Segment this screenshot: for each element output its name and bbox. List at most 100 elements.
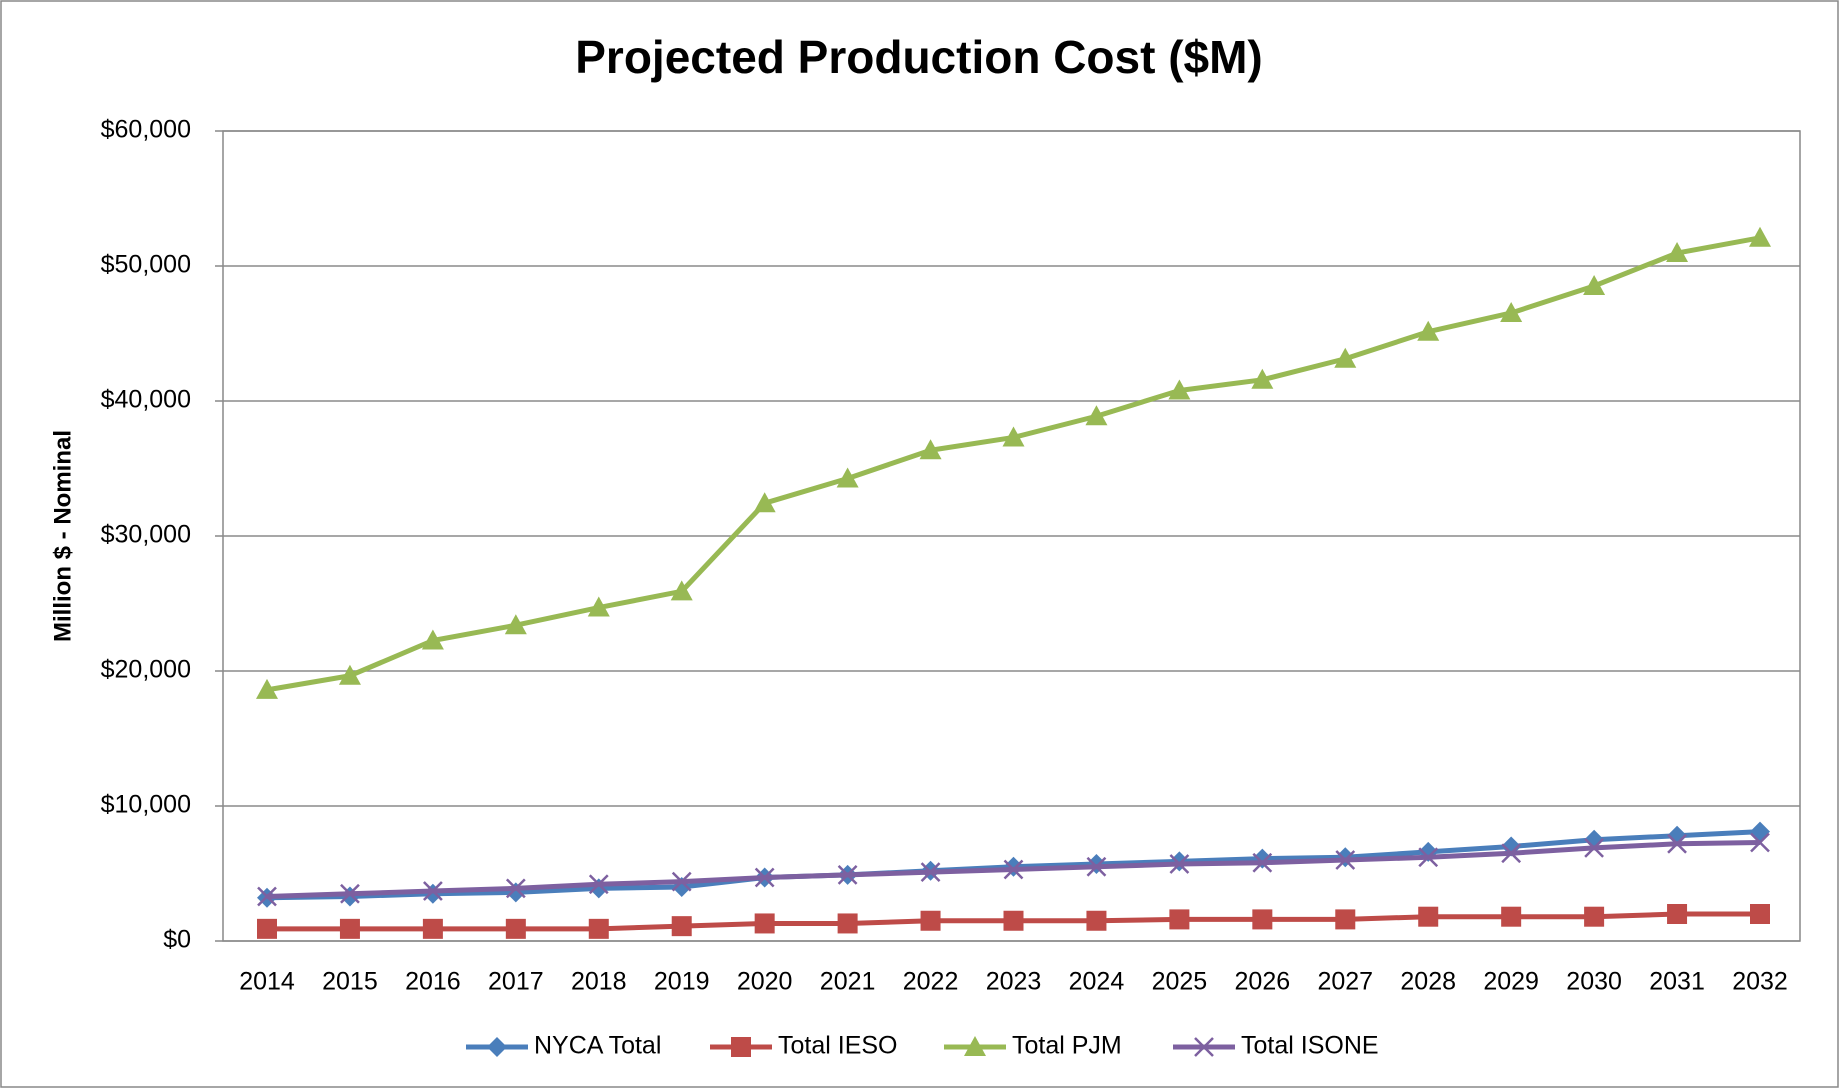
marker [1002, 426, 1025, 447]
x-tick-label: 2018 [571, 968, 627, 996]
x-tick-label: 2030 [1566, 968, 1622, 996]
marker [1417, 320, 1440, 341]
x-tick-label: 2015 [322, 968, 378, 996]
series [257, 832, 1770, 907]
y-axis-label: Million $ - Nominal [49, 430, 76, 642]
x-tick-label: 2022 [903, 968, 959, 996]
y-tick-label: $40,000 [101, 386, 191, 414]
marker [1584, 829, 1605, 850]
marker [1085, 405, 1108, 426]
x-tick-label: 2021 [820, 968, 876, 996]
marker [1169, 854, 1190, 874]
marker [919, 439, 942, 460]
x-tick-label: 2025 [1152, 968, 1208, 996]
marker [1086, 910, 1107, 931]
x-tick-label: 2031 [1649, 968, 1705, 996]
series [256, 226, 1771, 699]
marker [731, 1037, 751, 1057]
marker [587, 596, 610, 617]
x-tick-label: 2026 [1235, 968, 1291, 996]
marker [257, 886, 277, 907]
marker [588, 874, 609, 895]
x-tick-label: 2014 [239, 968, 295, 996]
marker [671, 916, 692, 937]
marker [1003, 859, 1024, 880]
legend-label: Total PJM [1012, 1032, 1122, 1060]
series [257, 904, 1770, 939]
marker [1418, 906, 1439, 927]
marker [671, 871, 692, 892]
legend-item: Total PJM [944, 1032, 1122, 1060]
chart-title: Projected Production Cost ($M) [575, 31, 1262, 83]
marker [964, 1036, 986, 1056]
marker [1501, 906, 1522, 927]
marker [1584, 837, 1604, 858]
x-tick-label: 2023 [986, 968, 1042, 996]
marker [504, 614, 527, 635]
y-tick-label: $30,000 [101, 521, 191, 549]
legend-item: Total IESO [710, 1032, 898, 1060]
marker [836, 467, 859, 488]
marker [1418, 847, 1439, 868]
y-tick-label: $10,000 [101, 791, 191, 819]
x-tick-label: 2028 [1400, 968, 1456, 996]
marker [1194, 1037, 1214, 1057]
marker [670, 580, 693, 601]
marker [1501, 843, 1522, 864]
x-tick-label: 2027 [1317, 968, 1373, 996]
marker [1500, 301, 1523, 322]
x-tick-label: 2024 [1069, 968, 1125, 996]
y-tick-label: $0 [163, 926, 191, 954]
marker [505, 878, 526, 899]
marker [1750, 832, 1770, 853]
marker [1252, 909, 1273, 930]
marker [1750, 904, 1770, 924]
marker [1003, 910, 1024, 931]
marker [1667, 833, 1687, 854]
marker [920, 862, 941, 883]
marker [1168, 379, 1191, 400]
marker [339, 918, 360, 939]
x-tick-label: 2032 [1732, 968, 1788, 996]
marker [1584, 906, 1605, 927]
marker [422, 918, 443, 939]
legend-label: NYCA Total [534, 1032, 661, 1060]
marker [754, 867, 775, 888]
marker [837, 913, 858, 934]
legend-label: Total ISONE [1241, 1032, 1379, 1060]
marker [1169, 909, 1190, 930]
x-tick-label: 2020 [737, 968, 793, 996]
marker [257, 918, 277, 939]
marker [1335, 909, 1356, 930]
x-tick-label: 2017 [488, 968, 544, 996]
marker [338, 664, 361, 685]
x-tick-label: 2019 [654, 968, 710, 996]
y-tick-label: $50,000 [101, 251, 191, 279]
marker [837, 864, 858, 885]
y-tick-label: $20,000 [101, 656, 191, 684]
marker [1334, 347, 1357, 368]
marker [256, 678, 278, 699]
marker [754, 913, 775, 934]
marker [753, 492, 776, 513]
legend-item: Total ISONE [1173, 1032, 1379, 1060]
marker [505, 918, 526, 939]
marker [1667, 825, 1688, 846]
marker [1749, 226, 1771, 247]
marker [1252, 852, 1273, 873]
marker [1086, 856, 1107, 877]
marker [1251, 368, 1274, 389]
marker [1335, 850, 1356, 870]
x-tick-label: 2029 [1483, 968, 1539, 996]
marker [487, 1037, 507, 1057]
marker [340, 883, 360, 904]
marker [1583, 274, 1606, 295]
x-tick-label: 2016 [405, 968, 461, 996]
marker [588, 918, 609, 939]
legend-item: NYCA Total [466, 1032, 661, 1060]
marker [1667, 904, 1688, 924]
marker [421, 629, 444, 650]
marker [1666, 242, 1689, 263]
